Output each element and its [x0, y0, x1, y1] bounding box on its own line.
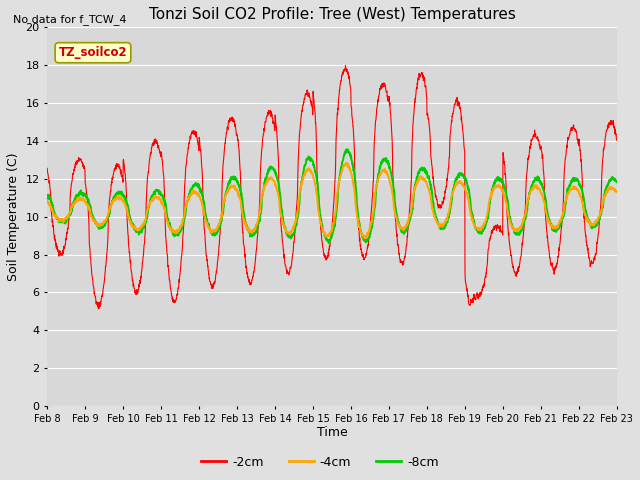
Y-axis label: Soil Temperature (C): Soil Temperature (C): [7, 153, 20, 281]
Text: TZ_soilco2: TZ_soilco2: [59, 46, 127, 59]
Text: No data for f_TCW_4: No data for f_TCW_4: [13, 14, 126, 25]
X-axis label: Time: Time: [317, 426, 348, 440]
Legend: -2cm, -4cm, -8cm: -2cm, -4cm, -8cm: [196, 451, 444, 474]
Title: Tonzi Soil CO2 Profile: Tree (West) Temperatures: Tonzi Soil CO2 Profile: Tree (West) Temp…: [148, 7, 515, 22]
